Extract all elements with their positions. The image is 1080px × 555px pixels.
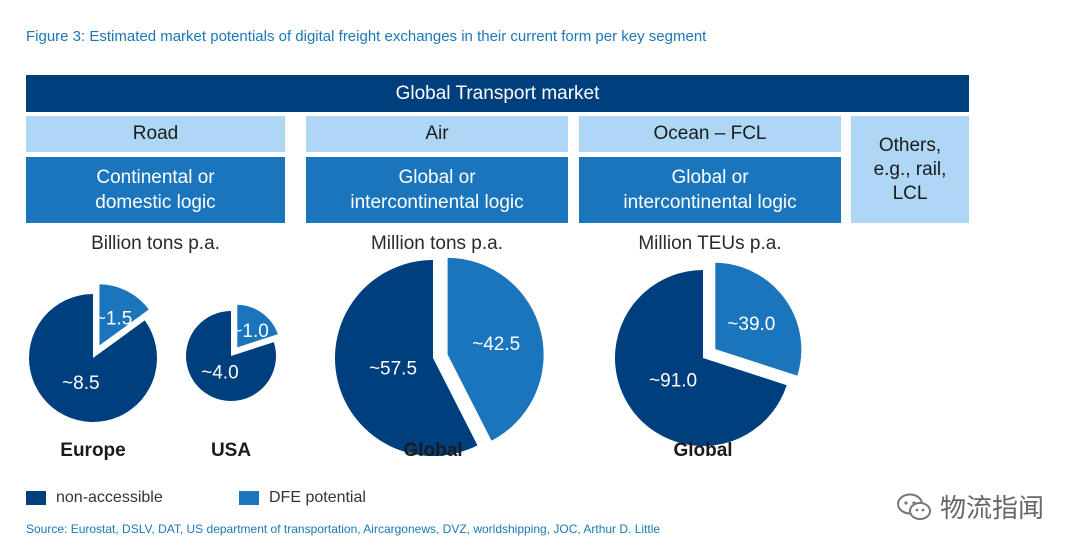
pie-slice-non-accessible xyxy=(29,294,157,422)
legend-label: non-accessible xyxy=(56,489,163,506)
pie-value-dfe: ~39.0 xyxy=(727,314,775,335)
banner-label: Global Transport market xyxy=(395,82,600,104)
pie-value-non-accessible: ~8.5 xyxy=(62,373,100,394)
logic-line: Global or xyxy=(398,167,476,188)
source-note: Source: Eurostat, DSLV, DAT, US departme… xyxy=(26,522,661,536)
pie-value-non-accessible: ~4.0 xyxy=(201,362,239,383)
unit-ocean: Million TEUs p.a. xyxy=(638,233,782,254)
pie-value-non-accessible: ~91.0 xyxy=(649,371,697,392)
segment-name: Ocean – FCL xyxy=(653,123,767,144)
unit-air: Million tons p.a. xyxy=(370,233,503,254)
pie-slice-dfe xyxy=(97,282,152,350)
segment-header-ocean: Ocean – FCL xyxy=(579,116,841,152)
others-line: e.g., rail, xyxy=(873,158,947,180)
pie-value-dfe: ~1.5 xyxy=(95,309,133,330)
segment-name: Air xyxy=(425,123,449,144)
watermark: 物流指闻 xyxy=(896,488,1044,525)
segment-others: Others, e.g., rail, LCL xyxy=(851,116,969,223)
pie-value-dfe: ~1.0 xyxy=(231,321,269,342)
pie-caption: USA xyxy=(211,440,251,461)
pie-value-non-accessible: ~57.5 xyxy=(369,359,417,380)
pie-caption: Global xyxy=(403,440,462,461)
others-line: LCL xyxy=(892,182,928,204)
logic-line: intercontinental logic xyxy=(623,192,797,213)
pie-value-dfe: ~42.5 xyxy=(472,334,520,355)
legend-swatch xyxy=(26,491,46,505)
segment-name: Road xyxy=(132,123,179,144)
segment-logic-ocean: Global or intercontinental logic xyxy=(579,157,841,223)
global-market-banner: Global Transport market xyxy=(26,75,969,112)
logic-line: intercontinental logic xyxy=(350,192,524,213)
pie-caption: Global xyxy=(673,440,732,461)
unit-road: Billion tons p.a. xyxy=(91,233,220,254)
legend-item-non-accessible: non-accessible xyxy=(26,489,163,507)
logic-line: domestic logic xyxy=(95,192,216,213)
wechat-icon xyxy=(897,493,931,520)
logic-line: Continental or xyxy=(96,167,215,188)
segment-logic-air: Global or intercontinental logic xyxy=(306,157,568,223)
segment-header-road: Road xyxy=(26,116,285,152)
pie-slice-non-accessible xyxy=(615,270,787,446)
segment-header-air: Air xyxy=(306,116,568,152)
pie-slice-non-accessible xyxy=(334,260,478,456)
logic-line: Global or xyxy=(671,167,749,188)
pie-slice-dfe xyxy=(445,255,546,444)
figure-title: Figure 3: Estimated market potentials of… xyxy=(26,28,707,45)
legend-label: DFE potential xyxy=(269,489,366,506)
pie-caption: Europe xyxy=(60,440,125,461)
others-line: Others, xyxy=(878,134,942,156)
pie-slice-dfe xyxy=(713,260,804,379)
segment-logic-road: Continental or domestic logic xyxy=(26,157,285,223)
pie-slice-dfe xyxy=(235,302,281,351)
watermark-text: 物流指闻 xyxy=(940,493,1045,523)
pie-slice-non-accessible xyxy=(186,311,276,401)
legend-item-dfe: DFE potential xyxy=(239,489,366,507)
legend-swatch xyxy=(239,491,259,505)
